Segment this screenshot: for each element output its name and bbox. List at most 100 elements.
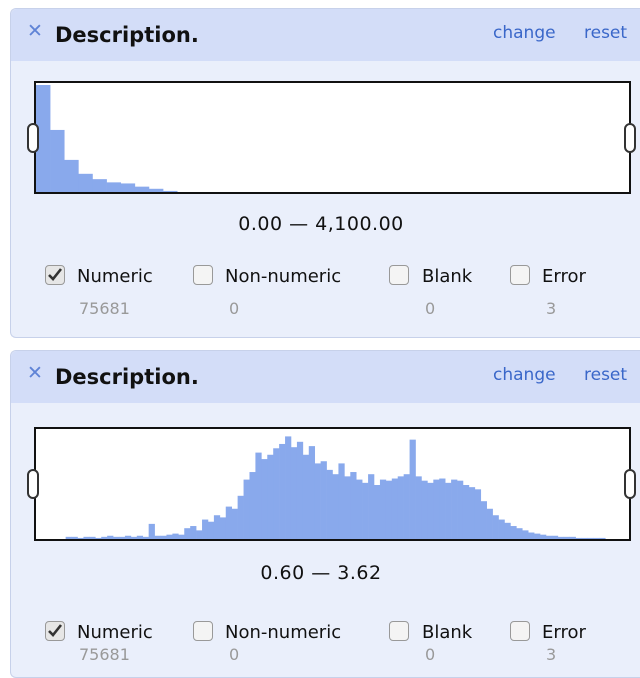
histogram-bar <box>249 472 256 539</box>
histogram-bar <box>178 534 185 539</box>
histogram-bar <box>225 506 232 539</box>
histogram-bar <box>350 472 357 539</box>
range-handle-right[interactable] <box>624 122 636 153</box>
histogram-plot <box>36 85 178 192</box>
histogram-bar <box>498 519 505 539</box>
histogram-bar <box>445 482 452 539</box>
remove-button[interactable]: ✕ <box>27 362 43 384</box>
histogram-bar <box>202 519 209 539</box>
checkbox[interactable] <box>510 265 530 285</box>
histogram-bar <box>326 469 333 539</box>
histogram-bar <box>569 536 576 539</box>
histogram-bar <box>474 489 482 539</box>
check-mark <box>48 624 63 637</box>
histogram-bar <box>290 447 298 539</box>
choice-label[interactable]: Error <box>542 266 586 287</box>
checkbox[interactable] <box>45 621 65 641</box>
reset-link[interactable]: reset <box>584 23 628 43</box>
choice-label[interactable]: Numeric <box>77 266 153 287</box>
histogram-bar <box>545 535 553 539</box>
range-handle-right[interactable] <box>624 469 636 499</box>
choice-label[interactable]: Blank <box>422 266 473 287</box>
choice-count: 0 <box>425 645 436 664</box>
histogram-bar <box>172 533 179 539</box>
facet-header: ✕ Description. change reset <box>11 351 640 403</box>
histogram-bar <box>516 528 523 539</box>
histogram-bar <box>64 159 79 192</box>
histogram-bar <box>213 515 221 539</box>
histogram-bar <box>237 495 244 539</box>
choice-count: 0 <box>229 299 240 318</box>
change-link[interactable]: change <box>493 365 556 385</box>
histogram-bar <box>219 517 227 539</box>
histogram-bar <box>196 530 203 539</box>
range-handle-left[interactable] <box>27 469 39 499</box>
histogram-bar <box>593 537 600 539</box>
histogram-bar <box>522 530 529 539</box>
histogram <box>34 427 631 541</box>
histogram-bar <box>255 452 262 539</box>
histogram-bar <box>124 535 132 539</box>
histogram-bar <box>540 534 547 539</box>
histogram-bar <box>332 474 339 539</box>
histogram-bar <box>136 535 144 539</box>
choice-count: 3 <box>546 299 557 318</box>
checkbox[interactable] <box>45 265 65 285</box>
histogram-bar <box>207 521 215 539</box>
histogram-bar <box>89 536 96 539</box>
histogram-bar <box>267 454 274 539</box>
histogram-bar <box>486 508 493 539</box>
histogram-bar <box>462 485 470 539</box>
facet-title: Description. <box>55 365 199 389</box>
histogram-bar <box>551 535 559 539</box>
checkbox[interactable] <box>389 621 409 641</box>
histogram-bar <box>308 446 316 539</box>
histogram-bar <box>563 536 570 539</box>
histogram-bar <box>433 479 440 539</box>
histogram-bar <box>492 515 499 539</box>
histogram-bar <box>510 526 517 539</box>
choice-label[interactable]: Numeric <box>77 622 153 643</box>
choice-label[interactable]: Non-numeric <box>225 266 342 287</box>
histogram-bar <box>184 528 191 539</box>
change-link[interactable]: change <box>493 23 556 43</box>
histogram-bar <box>338 463 345 539</box>
choice-count: 75681 <box>79 299 130 318</box>
choice-count: 0 <box>229 645 240 664</box>
choice-label[interactable]: Non-numeric <box>225 622 342 643</box>
remove-button[interactable]: ✕ <box>27 20 43 42</box>
histogram-bar <box>587 537 594 539</box>
histogram-bar <box>362 482 369 539</box>
histogram-bar <box>119 536 126 539</box>
histogram-bar <box>368 474 375 539</box>
checkbox[interactable] <box>389 265 409 285</box>
range-handle-left[interactable] <box>27 122 39 153</box>
histogram-bar <box>166 534 173 539</box>
histogram-bar <box>160 535 167 539</box>
facet-header: ✕ Description. change reset <box>11 9 640 61</box>
checkbox[interactable] <box>193 621 213 641</box>
histogram-plot <box>65 436 606 539</box>
choice-label[interactable]: Error <box>542 622 586 643</box>
histogram-bar <box>148 188 164 192</box>
reset-link[interactable]: reset <box>584 365 628 385</box>
histogram-bar <box>273 448 280 539</box>
histogram-bar <box>77 537 84 539</box>
checkbox[interactable] <box>510 621 530 641</box>
choice-label[interactable]: Blank <box>422 622 473 643</box>
histogram-bar <box>163 190 178 192</box>
histogram-bar <box>285 436 292 539</box>
histogram-bar <box>385 480 393 539</box>
histogram-bar <box>130 536 138 539</box>
histogram-bar <box>261 459 268 539</box>
facet-panel: ✕ Description. change reset 0.60 — 3.62 Numer… <box>10 350 640 678</box>
checkbox[interactable] <box>193 265 213 285</box>
histogram-bar <box>95 537 102 539</box>
histogram-bar <box>528 532 535 539</box>
histogram-bar <box>101 536 108 539</box>
histogram-bar <box>451 479 458 539</box>
histogram-bar <box>243 479 250 539</box>
histogram-bar <box>279 443 286 539</box>
histogram-bar <box>231 508 238 539</box>
histogram-bar <box>421 480 428 539</box>
